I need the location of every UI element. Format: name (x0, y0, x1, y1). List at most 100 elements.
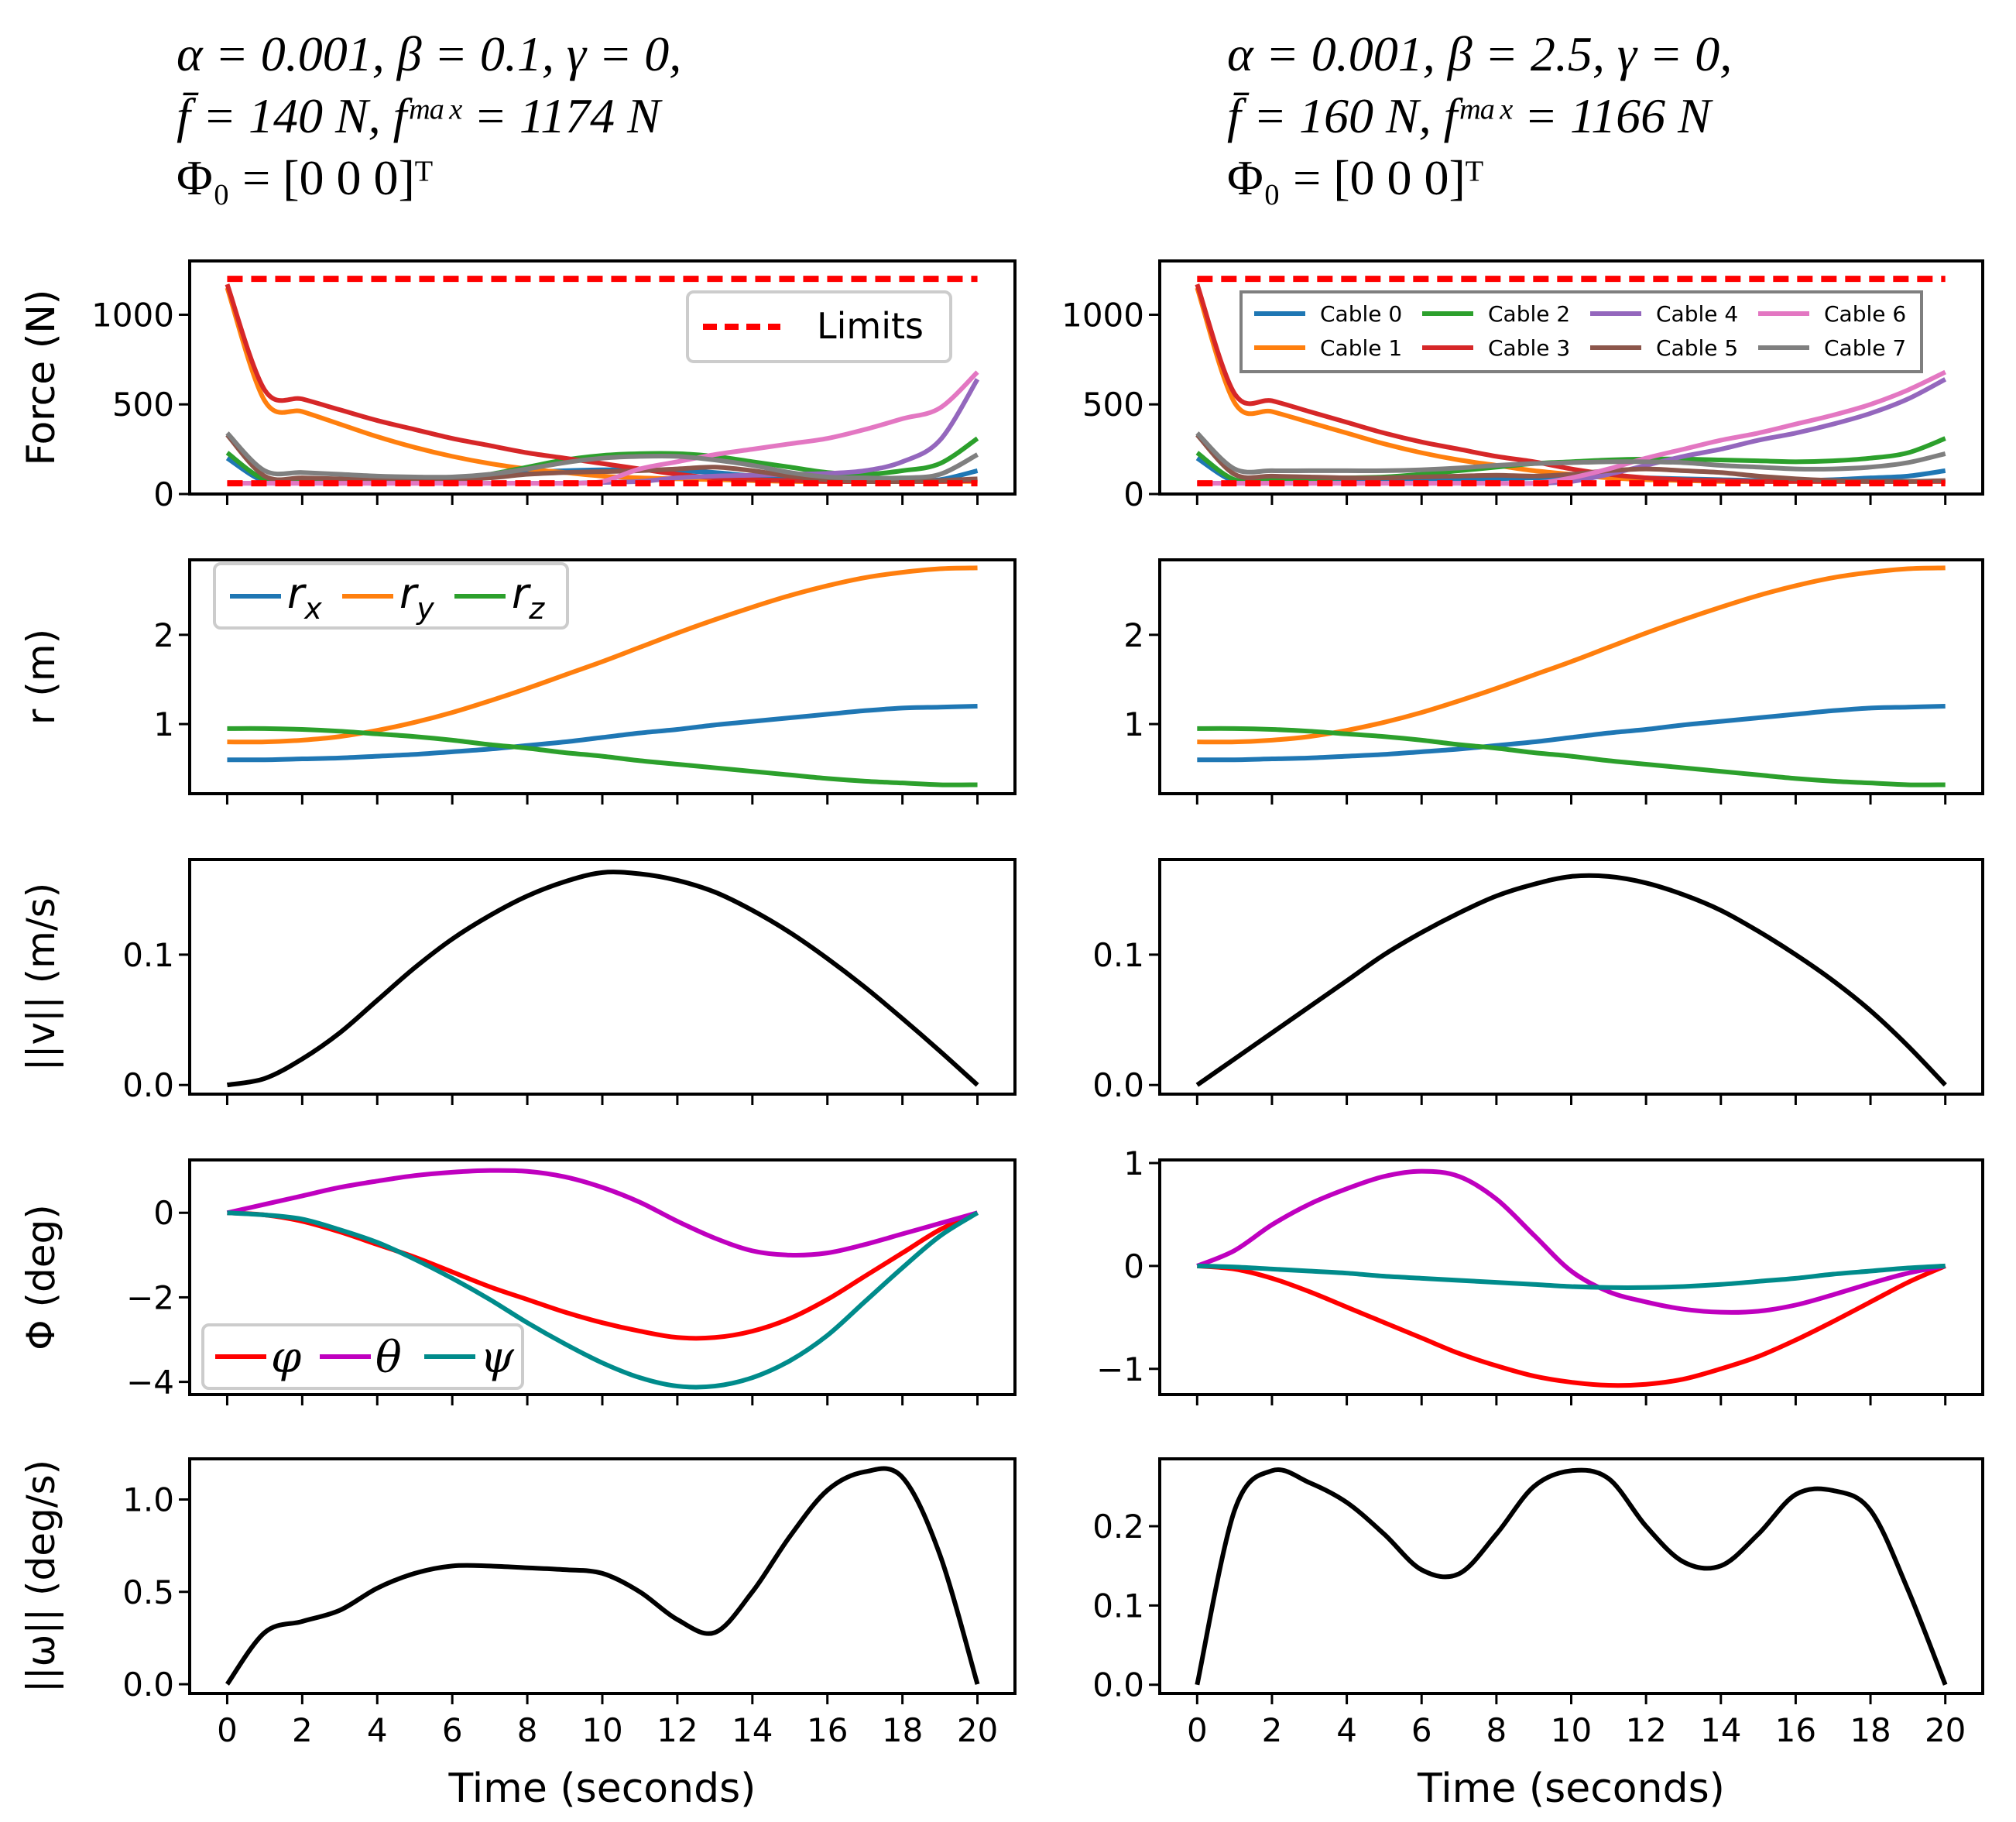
series-line-- (1196, 1168, 1946, 1315)
series-group (225, 1466, 980, 1686)
legend-label-cable-1: Cable 1 (1320, 335, 1402, 361)
panel-3-right: −1 0 1 (1096, 1144, 1984, 1405)
series-line-r-y (227, 565, 978, 745)
series-group (226, 1168, 979, 1390)
y-tick-label: 0.5 (122, 1573, 174, 1611)
x-tick-label: 12 (657, 1711, 698, 1749)
series-line-- (225, 1466, 980, 1686)
legend-label-phi: φ (271, 1333, 301, 1383)
legend-label-cable-6: Cable 6 (1824, 301, 1906, 327)
right-title-line2: f̄ = 160 N, fᵐᵃˣ = 1166 N (1227, 88, 1711, 143)
series-line-r-x (1197, 704, 1946, 763)
series-line-- (1195, 1467, 1948, 1686)
panel-2-left: 0.0 0.1 ||v|| (m/s) (19, 858, 1017, 1105)
x-tick-label: 6 (442, 1711, 463, 1749)
y-tick-label: 0.0 (1092, 1066, 1144, 1104)
series-group (1195, 1467, 1948, 1686)
x-tick-label: 10 (581, 1711, 622, 1749)
y-axis-label: ||v|| (m/s) (19, 883, 63, 1071)
legend-label: Limits (817, 305, 924, 347)
x-tick-label: 8 (517, 1711, 538, 1749)
x-tick-label: 16 (807, 1711, 848, 1749)
series-group (1195, 873, 1947, 1087)
series-group (1196, 1168, 1946, 1388)
series-line-r-x (227, 704, 978, 763)
legend-label-cable-5: Cable 5 (1656, 335, 1738, 361)
y-axis-label: Φ (deg) (19, 1204, 63, 1350)
y-tick-label: 500 (112, 386, 174, 424)
y-axis-label: ||ω|| (deg/s) (19, 1460, 63, 1693)
x-tick-label: 14 (1700, 1711, 1741, 1749)
legend: rx ry rz (213, 562, 569, 630)
y-tick-label: 0.0 (122, 1666, 174, 1704)
x-axis-label: Time (seconds) (1417, 1765, 1725, 1812)
axes-frame (1158, 858, 1984, 1096)
x-tick-label: 20 (1925, 1711, 1966, 1749)
y-tick-label: 0 (1123, 475, 1144, 513)
x-tick-label: 2 (292, 1711, 313, 1749)
series-line-- (226, 1168, 979, 1258)
series-line--v- (1195, 873, 1947, 1087)
series-group (1195, 276, 1947, 487)
legend-box (686, 290, 952, 363)
y-tick-label: 1000 (1061, 296, 1144, 334)
panel-4-left: 0 2 4 6 8 10 12 14 16 18 20 0.0 0.5 1.0 ||ω|| (deg/s) T… (19, 1457, 1017, 1812)
y-tick-label: −1 (1096, 1350, 1144, 1388)
left-title: α = 0.001, β = 0.1, γ = 0, f̄ = 140 N, f… (177, 23, 681, 209)
series-group (225, 276, 980, 487)
right-title: α = 0.001, β = 2.5, γ = 0, f̄ = 160 N, f… (1227, 23, 1732, 209)
x-tick-label: 10 (1551, 1711, 1592, 1749)
x-tick-label: 18 (1850, 1711, 1891, 1749)
y-tick-label: 0 (153, 475, 174, 513)
y-tick-label: 0 (1123, 1247, 1144, 1285)
y-axis-label: Force (N) (19, 290, 63, 466)
left-title-line1: α = 0.001, β = 0.1, γ = 0, (177, 26, 682, 81)
panel-4-right: 0 2 4 6 8 10 12 14 16 18 20 0.0 0.1 0.2 Time (seconds) (1092, 1457, 1984, 1812)
right-title-line3: Φ₀ = [0 0 0]ᵀ (1227, 150, 1483, 205)
y-tick-label: 0.0 (122, 1066, 174, 1104)
y-tick-label: 0.2 (1092, 1508, 1144, 1546)
panel-1-right: 12 (1123, 558, 1984, 805)
x-tick-label: 4 (367, 1711, 388, 1749)
legend-label-cable-2: Cable 2 (1488, 301, 1570, 327)
x-tick-label: 18 (882, 1711, 923, 1749)
x-tick-label: 2 (1262, 1711, 1283, 1749)
series-line-cable-6 (227, 370, 979, 486)
series-line-r-y (1197, 565, 1946, 745)
series-line-cable-7 (1195, 431, 1946, 475)
y-tick-label: −2 (126, 1278, 174, 1316)
legend: Limits (686, 290, 952, 363)
legend-label-psi: ψ (480, 1333, 515, 1383)
y-tick-label: 2 (153, 616, 174, 654)
series-line-r-z (1197, 726, 1946, 787)
series-line-cable-7 (225, 431, 979, 481)
panel-0-left: 0 500 1000 Force (N) Limits (19, 259, 1017, 513)
series-line-- (1197, 1263, 1946, 1388)
x-tick-label: 0 (217, 1711, 238, 1749)
x-axis-label: Time (seconds) (448, 1765, 756, 1812)
y-tick-label: 0.0 (1092, 1666, 1144, 1704)
legend-label-r-z: rz (512, 569, 545, 626)
y-tick-label: 1 (1123, 1144, 1144, 1182)
x-tick-label: 14 (732, 1711, 773, 1749)
legend-label-cable-4: Cable 4 (1656, 301, 1738, 327)
y-tick-label: −4 (126, 1364, 174, 1402)
panel-3-left: −4 −2 0 Φ (deg) φ θ ψ (19, 1158, 1017, 1405)
y-tick-label: 1000 (91, 296, 174, 334)
legend: Cable 0 Cable 1 Cable 2 Cable 3 Cable 4 Cable… (1239, 290, 1923, 373)
y-tick-label: 2 (1123, 616, 1144, 654)
panel-1-left: 1 2 r (m) rx ry rz (19, 558, 1017, 805)
x-tick-label: 6 (1411, 1711, 1432, 1749)
series-line-- (227, 1210, 979, 1390)
left-title-line2: f̄ = 140 N, fᵐᵃˣ = 1174 N (177, 88, 660, 143)
x-tick-label: 20 (957, 1711, 998, 1749)
axes-frame (1158, 1457, 1984, 1695)
right-title-line1: α = 0.001, β = 2.5, γ = 0, (1227, 26, 1733, 81)
y-tick-label: 0.1 (1092, 1587, 1144, 1625)
y-tick-label: 1.0 (122, 1481, 174, 1518)
series-group (227, 565, 978, 787)
series-group (226, 870, 979, 1088)
left-title-line3: Φ₀ = [0 0 0]ᵀ (177, 150, 433, 205)
